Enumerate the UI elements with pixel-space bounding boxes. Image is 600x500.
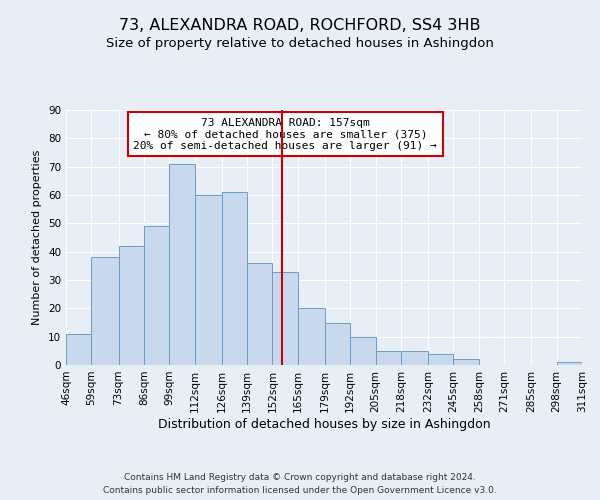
Bar [66, 334, 91, 365]
Text: Contains HM Land Registry data © Crown copyright and database right 2024.: Contains HM Land Registry data © Crown c… [124, 472, 476, 482]
Bar [325, 322, 350, 365]
Bar [144, 226, 169, 365]
Bar [91, 258, 119, 365]
Text: Contains public sector information licensed under the Open Government Licence v3: Contains public sector information licen… [103, 486, 497, 495]
Bar [350, 336, 376, 365]
Bar [169, 164, 194, 365]
Bar [222, 192, 247, 365]
X-axis label: Distribution of detached houses by size in Ashingdon: Distribution of detached houses by size … [158, 418, 490, 430]
Bar [298, 308, 325, 365]
Bar [557, 362, 582, 365]
Bar [247, 263, 272, 365]
Y-axis label: Number of detached properties: Number of detached properties [32, 150, 43, 325]
Bar [454, 360, 479, 365]
Bar [401, 351, 428, 365]
Bar [376, 351, 401, 365]
Text: 73, ALEXANDRA ROAD, ROCHFORD, SS4 3HB: 73, ALEXANDRA ROAD, ROCHFORD, SS4 3HB [119, 18, 481, 32]
Bar [272, 272, 298, 365]
Bar [119, 246, 144, 365]
Bar [194, 195, 222, 365]
Text: 73 ALEXANDRA ROAD: 157sqm
← 80% of detached houses are smaller (375)
20% of semi: 73 ALEXANDRA ROAD: 157sqm ← 80% of detac… [133, 118, 437, 151]
Bar [428, 354, 454, 365]
Text: Size of property relative to detached houses in Ashingdon: Size of property relative to detached ho… [106, 38, 494, 51]
